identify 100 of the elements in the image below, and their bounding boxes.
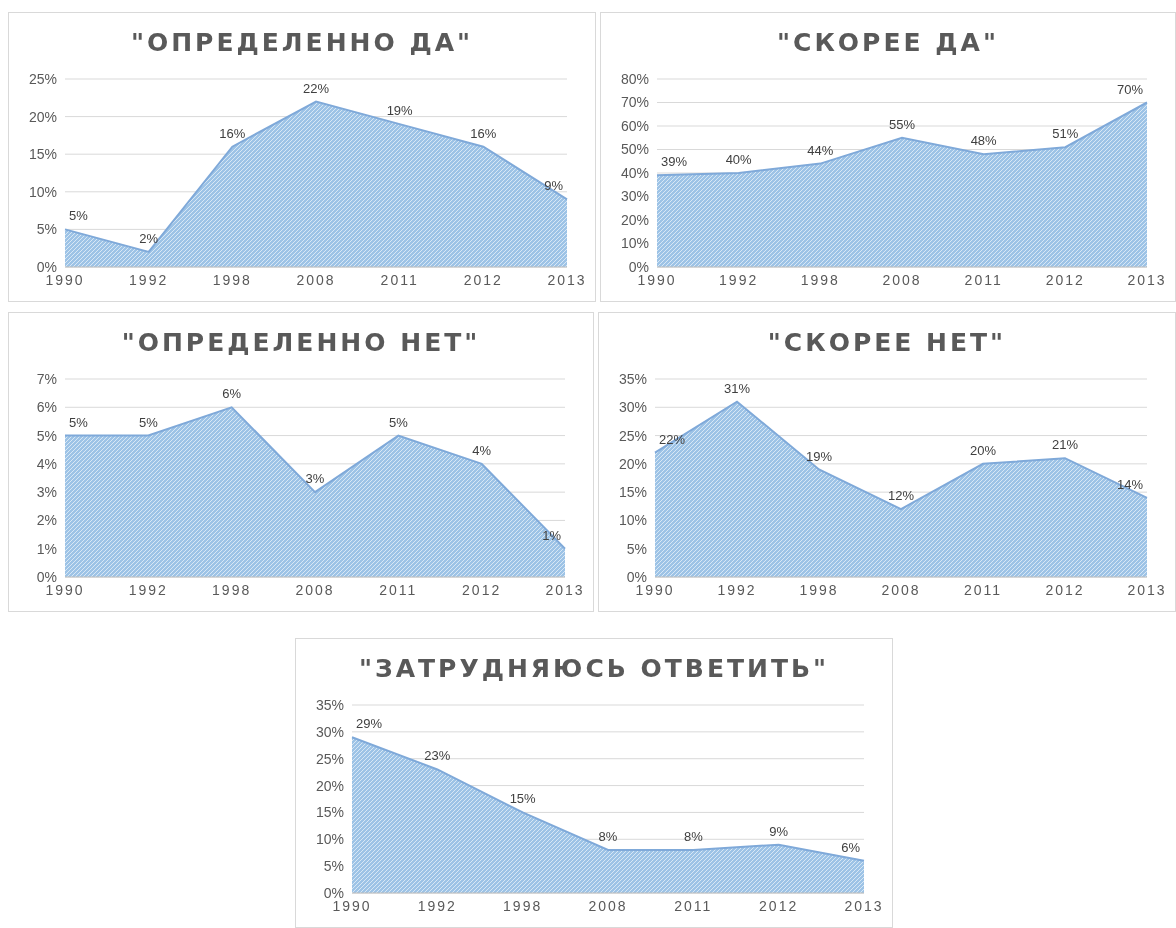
x-tick-label: 1992 xyxy=(719,271,759,288)
data-label: 2% xyxy=(139,230,159,246)
data-label: 16% xyxy=(470,125,497,141)
y-tick-label: 10% xyxy=(315,831,344,848)
x-tick-label: 2008 xyxy=(295,581,335,598)
data-label: 19% xyxy=(805,448,833,464)
x-tick-label: 1998 xyxy=(503,897,543,914)
x-tick-label: 2011 xyxy=(674,897,713,914)
y-tick-label: 15% xyxy=(618,484,647,501)
x-tick-label: 2012 xyxy=(462,581,502,598)
x-tick-label: 1998 xyxy=(212,271,252,288)
x-tick-label: 2012 xyxy=(1045,271,1085,288)
chart-title: "СКОРЕЕ НЕТ" xyxy=(767,327,1007,357)
x-tick-label: 2013 xyxy=(844,897,884,914)
y-tick-label: 25% xyxy=(618,427,647,444)
y-tick-label: 80% xyxy=(620,70,649,87)
y-tick-label: 20% xyxy=(28,108,57,125)
data-label: 29% xyxy=(356,716,383,732)
data-label: 12% xyxy=(887,488,915,504)
y-tick-label: 35% xyxy=(618,370,647,387)
data-label: 55% xyxy=(888,116,916,132)
y-tick-label: 5% xyxy=(36,221,57,238)
data-label: 8% xyxy=(598,829,618,845)
y-tick-label: 25% xyxy=(28,70,57,87)
data-label: 5% xyxy=(138,414,159,430)
y-tick-label: 10% xyxy=(618,512,647,529)
x-tick-label: 1998 xyxy=(212,581,252,598)
x-tick-label: 1992 xyxy=(128,581,168,598)
data-label: 44% xyxy=(807,142,834,158)
data-label: 23% xyxy=(424,748,451,764)
data-label: 5% xyxy=(69,414,89,430)
x-tick-label: 2011 xyxy=(380,271,419,288)
y-tick-label: 10% xyxy=(620,235,649,252)
x-tick-label: 2011 xyxy=(379,581,418,598)
data-label: 16% xyxy=(219,125,246,141)
y-tick-label: 30% xyxy=(315,723,344,740)
y-tick-label: 20% xyxy=(620,211,649,228)
data-label: 5% xyxy=(69,208,89,224)
y-tick-label: 7% xyxy=(36,370,57,387)
data-label: 21% xyxy=(1051,437,1079,453)
y-tick-label: 5% xyxy=(36,427,57,444)
x-tick-label: 2008 xyxy=(296,271,336,288)
data-label: 14% xyxy=(1116,476,1144,492)
data-label: 8% xyxy=(683,829,704,845)
data-label: 51% xyxy=(1052,126,1079,142)
data-label: 40% xyxy=(725,152,753,167)
y-tick-label: 20% xyxy=(315,777,344,794)
y-tick-label: 15% xyxy=(315,804,344,821)
x-tick-label: 2012 xyxy=(1045,581,1085,598)
x-tick-label: 2011 xyxy=(964,271,1003,288)
x-tick-label: 2008 xyxy=(882,271,922,288)
y-tick-label: 5% xyxy=(626,540,647,557)
x-tick-label: 1998 xyxy=(800,271,840,288)
chart-title: "ЗАТРУДНЯЮСЬ ОТВЕТИТЬ" xyxy=(358,653,830,683)
y-tick-label: 5% xyxy=(323,858,344,875)
y-tick-label: 25% xyxy=(315,750,344,767)
data-label: 22% xyxy=(302,80,330,96)
data-label: 31% xyxy=(723,380,751,396)
y-tick-label: 2% xyxy=(36,512,57,529)
data-label: 70% xyxy=(1116,81,1144,97)
x-tick-label: 2013 xyxy=(1127,581,1167,598)
y-tick-label: 10% xyxy=(28,183,57,200)
y-tick-label: 50% xyxy=(620,141,649,158)
chart-title: "ОПРЕДЕЛЕННО НЕТ" xyxy=(121,327,481,357)
data-label: 19% xyxy=(386,103,414,119)
y-tick-label: 20% xyxy=(618,455,647,472)
x-tick-label: 1992 xyxy=(129,271,169,288)
x-tick-label: 2013 xyxy=(545,581,585,598)
x-tick-label: 2011 xyxy=(963,581,1003,598)
data-label: 48% xyxy=(970,133,998,149)
y-tick-label: 40% xyxy=(620,164,649,181)
x-tick-label: 2013 xyxy=(547,271,587,288)
y-tick-label: 30% xyxy=(620,188,649,205)
data-label: 5% xyxy=(388,414,409,430)
data-label: 3% xyxy=(305,471,325,487)
x-tick-label: 2008 xyxy=(881,581,921,598)
data-label: 9% xyxy=(769,823,789,839)
y-tick-label: 4% xyxy=(36,455,57,472)
data-label: 6% xyxy=(841,839,861,855)
x-tick-label: 1998 xyxy=(799,581,839,598)
y-tick-label: 6% xyxy=(36,399,57,416)
data-label: 20% xyxy=(969,442,997,458)
data-label: 6% xyxy=(222,386,242,402)
data-label: 9% xyxy=(544,178,564,194)
y-tick-label: 3% xyxy=(36,484,57,501)
data-label: 15% xyxy=(509,791,537,807)
y-tick-label: 15% xyxy=(28,146,57,163)
x-tick-label: 1992 xyxy=(417,897,457,914)
x-tick-label: 2012 xyxy=(759,897,799,914)
chart-title: "ОПРЕДЕЛЕННО ДА" xyxy=(130,27,474,57)
x-tick-label: 2012 xyxy=(463,271,503,288)
data-label: 39% xyxy=(661,154,688,170)
chart-title: "СКОРЕЕ ДА" xyxy=(777,27,999,57)
y-tick-label: 1% xyxy=(36,540,57,557)
x-tick-label: 2013 xyxy=(1127,271,1167,288)
data-label: 1% xyxy=(542,527,562,543)
x-tick-label: 2008 xyxy=(588,897,628,914)
y-tick-label: 30% xyxy=(618,399,647,416)
y-tick-label: 60% xyxy=(620,117,649,134)
data-label: 4% xyxy=(472,442,492,458)
